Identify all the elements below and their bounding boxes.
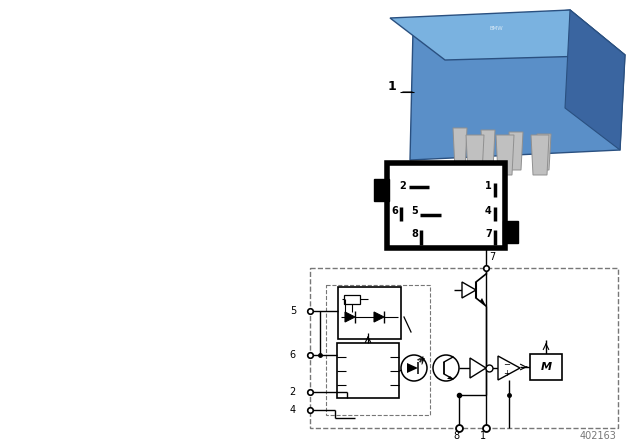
Polygon shape — [498, 356, 520, 380]
Text: M: M — [540, 362, 552, 372]
Text: 8: 8 — [411, 229, 418, 239]
Circle shape — [401, 355, 427, 381]
Text: 402163: 402163 — [579, 431, 616, 441]
Text: +: + — [503, 369, 510, 378]
Text: −: − — [503, 361, 510, 370]
Polygon shape — [537, 134, 551, 170]
Polygon shape — [531, 135, 549, 175]
Text: 6: 6 — [290, 350, 296, 360]
Polygon shape — [481, 130, 495, 170]
Polygon shape — [496, 135, 514, 175]
Text: 7: 7 — [485, 229, 492, 239]
Text: 8: 8 — [453, 431, 459, 441]
Polygon shape — [407, 363, 418, 373]
Text: 1: 1 — [480, 431, 486, 441]
Bar — [374, 179, 389, 201]
Text: 5: 5 — [411, 206, 418, 216]
Polygon shape — [374, 312, 384, 322]
Polygon shape — [565, 10, 625, 150]
Text: 2: 2 — [399, 181, 406, 191]
Polygon shape — [470, 358, 486, 378]
Bar — [530, 354, 562, 380]
Polygon shape — [453, 128, 467, 170]
Bar — [344, 295, 360, 304]
Polygon shape — [480, 298, 486, 306]
Text: 4: 4 — [485, 206, 492, 216]
Text: 1: 1 — [485, 181, 492, 191]
Polygon shape — [390, 10, 625, 60]
Polygon shape — [509, 132, 523, 170]
Bar — [387, 163, 505, 248]
Text: 5: 5 — [290, 306, 296, 316]
Bar — [338, 287, 401, 339]
Text: 7: 7 — [489, 252, 495, 262]
Polygon shape — [447, 376, 453, 379]
Text: 1: 1 — [388, 80, 397, 93]
Bar — [326, 285, 430, 415]
Text: 4: 4 — [290, 405, 296, 415]
Bar — [503, 221, 518, 243]
Polygon shape — [345, 312, 355, 322]
Text: 2: 2 — [290, 387, 296, 397]
Bar — [337, 343, 399, 398]
Text: BMW: BMW — [490, 26, 504, 31]
Bar — [310, 268, 618, 428]
Polygon shape — [410, 10, 625, 160]
Circle shape — [433, 355, 459, 381]
Polygon shape — [462, 282, 476, 298]
Text: 6: 6 — [391, 206, 397, 216]
Polygon shape — [466, 135, 484, 175]
